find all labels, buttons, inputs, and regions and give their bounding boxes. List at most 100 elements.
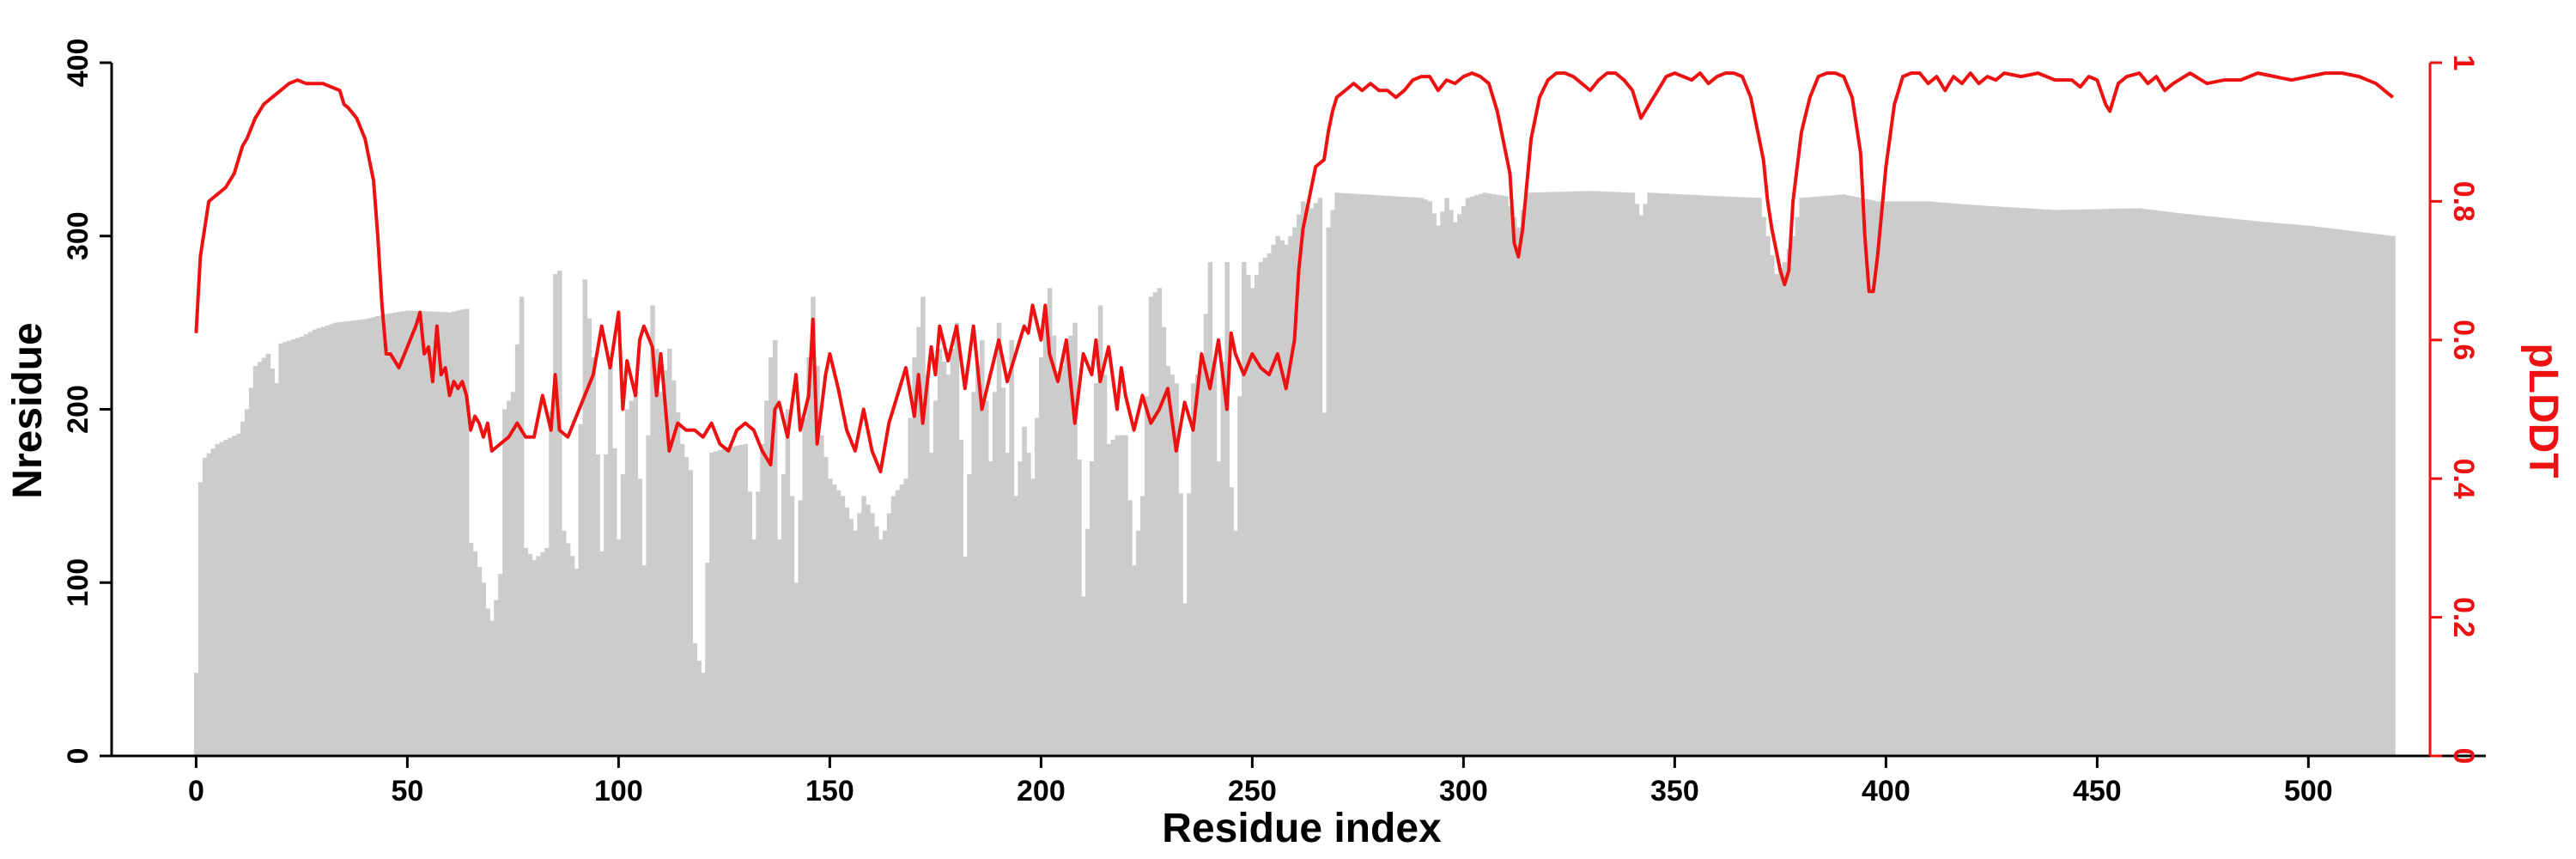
residue-bar xyxy=(1685,194,1691,756)
residue-bar xyxy=(527,553,533,756)
residue-bar xyxy=(1761,216,1766,756)
residue-bar xyxy=(604,454,609,756)
residue-bar xyxy=(2074,209,2079,757)
residue-bar xyxy=(346,320,351,756)
residue-bar xyxy=(2149,210,2155,757)
residue-bar xyxy=(1005,452,1011,756)
residue-bar xyxy=(2192,215,2197,757)
residue-bar xyxy=(751,539,756,756)
residue-bar xyxy=(1406,197,1412,756)
residue-bar xyxy=(1398,196,1403,757)
residue-bar xyxy=(443,312,448,756)
x-tick-label: 350 xyxy=(1650,775,1699,807)
residue-bar xyxy=(2340,229,2345,756)
residue-bar xyxy=(477,567,483,756)
residue-bar xyxy=(2145,209,2151,756)
residue-bar xyxy=(903,478,909,756)
residue-bar xyxy=(1672,193,1678,756)
residue-bar xyxy=(2188,214,2193,756)
residue-bar xyxy=(561,530,567,756)
x-tick-label: 200 xyxy=(1017,775,1066,807)
residue-bar xyxy=(1465,198,1471,756)
residue-bar xyxy=(1144,396,1150,756)
residue-bar xyxy=(975,366,981,756)
residue-bar xyxy=(472,551,478,756)
residue-bar xyxy=(1022,426,1027,756)
residue-bar xyxy=(1820,196,1826,757)
residue-bar xyxy=(1563,192,1568,757)
residue-bar xyxy=(1812,197,1817,756)
residue-bar xyxy=(1364,194,1370,756)
residue-bar xyxy=(2048,210,2054,756)
residue-bar xyxy=(197,482,204,756)
residue-bar xyxy=(1242,262,1247,756)
residue-bar xyxy=(455,310,461,756)
residue-bar xyxy=(1304,204,1310,756)
residue-bar xyxy=(1410,197,1416,756)
residue-bar xyxy=(1473,195,1479,757)
residue-bar xyxy=(202,457,208,756)
residue-bar xyxy=(342,321,347,756)
residue-bar xyxy=(1339,192,1344,756)
residue-bar xyxy=(2382,235,2387,756)
residue-bar xyxy=(2217,217,2223,756)
residue-bar xyxy=(1385,195,1390,756)
residue-bar xyxy=(2142,209,2147,756)
residue-bar xyxy=(2356,231,2362,756)
residue-bar xyxy=(641,565,647,756)
x-tick-label: 0 xyxy=(188,775,204,807)
residue-bar xyxy=(481,582,487,756)
residue-bar xyxy=(582,279,588,756)
residue-bar xyxy=(2039,209,2045,756)
residue-bar xyxy=(1951,203,1957,756)
residue-bar xyxy=(895,490,901,756)
residue-bar xyxy=(2154,210,2160,756)
residue-bar xyxy=(1085,528,1091,756)
residue-bar xyxy=(1710,196,1716,757)
residue-bar xyxy=(1055,383,1061,756)
residue-bar xyxy=(675,411,681,756)
residue-bar xyxy=(1115,435,1120,756)
residue-bar xyxy=(2314,226,2320,756)
x-tick-label: 450 xyxy=(2073,775,2122,807)
residue-bar xyxy=(1930,201,1935,757)
residue-bar xyxy=(1601,191,1606,756)
residue-bar xyxy=(2263,222,2269,756)
residue-bar xyxy=(1643,204,1648,756)
residue-bar xyxy=(793,582,799,756)
residue-bar xyxy=(950,348,956,756)
residue-bar xyxy=(1841,194,1847,756)
residue-bar xyxy=(2365,233,2371,756)
residue-bar xyxy=(1174,383,1179,756)
residue-bar xyxy=(1550,192,1555,756)
residue-bar xyxy=(776,539,782,756)
residue-bar xyxy=(329,324,334,756)
residue-bar xyxy=(840,496,846,757)
residue-bar xyxy=(1947,203,1953,757)
residue-bar xyxy=(1845,195,1851,757)
residue-bar xyxy=(409,310,415,756)
residue-bar xyxy=(1850,196,1856,757)
residue-bar xyxy=(1867,199,1872,756)
residue-bar xyxy=(1959,204,1965,756)
residue-bar xyxy=(1511,216,1517,756)
residue-bar xyxy=(1676,194,1682,756)
residue-bar xyxy=(1194,375,1200,756)
residue-bar xyxy=(916,326,921,756)
residue-bar xyxy=(726,447,732,756)
residue-bar xyxy=(2243,220,2248,757)
residue-bar xyxy=(1237,396,1242,756)
residue-bar xyxy=(2344,230,2349,757)
residue-bar xyxy=(1297,214,1302,756)
x-tick-label: 250 xyxy=(1228,775,1277,807)
residue-bar xyxy=(1516,227,1522,756)
residue-bar xyxy=(616,539,622,756)
residue-bar xyxy=(1187,493,1192,756)
x-tick-label: 100 xyxy=(594,775,643,807)
residue-bar xyxy=(1431,213,1437,756)
residue-bar xyxy=(1854,197,1859,757)
residue-bar xyxy=(333,322,338,757)
residue-bar xyxy=(937,348,943,756)
residue-bar xyxy=(857,513,862,756)
residue-bar xyxy=(320,326,326,756)
